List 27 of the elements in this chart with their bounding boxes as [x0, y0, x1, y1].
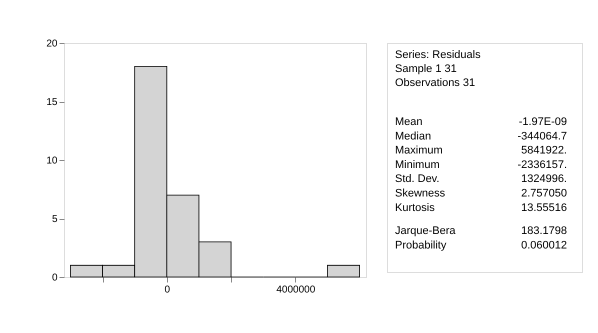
x-tick-label: 4000000 — [276, 284, 316, 296]
text: 13.55516 — [521, 202, 567, 214]
text: Mean — [395, 116, 423, 128]
text: Jarque-Bera — [395, 225, 456, 238]
text: Observations 31 — [395, 77, 476, 89]
text: Std. Dev. — [395, 173, 440, 186]
text: 2.757050 — [521, 188, 567, 200]
text: 5841922. — [521, 144, 567, 157]
text: -2336157. — [517, 158, 567, 171]
y-tick-label: 15 — [46, 97, 58, 108]
text: 183.1798 — [521, 225, 567, 238]
text: Probability — [395, 239, 447, 252]
text: 1324996. — [521, 173, 567, 186]
y-tick-label: 0 — [52, 272, 58, 284]
text: -344064.7 — [517, 130, 567, 142]
text: Median — [395, 130, 432, 142]
y-tick-label: 10 — [46, 156, 58, 166]
text: Minimum — [395, 158, 440, 171]
text: Skewness — [395, 188, 446, 200]
y-tick-label: 5 — [52, 214, 58, 225]
y-tick-label: 20 — [46, 38, 58, 50]
text: -1.97E-09 — [518, 116, 567, 128]
text: Kurtosis — [395, 202, 436, 214]
text: Series: Residuals — [395, 49, 482, 61]
text: 0.060012 — [521, 239, 567, 252]
text: Sample 1 31 — [395, 63, 457, 75]
text: Maximum — [395, 144, 443, 157]
